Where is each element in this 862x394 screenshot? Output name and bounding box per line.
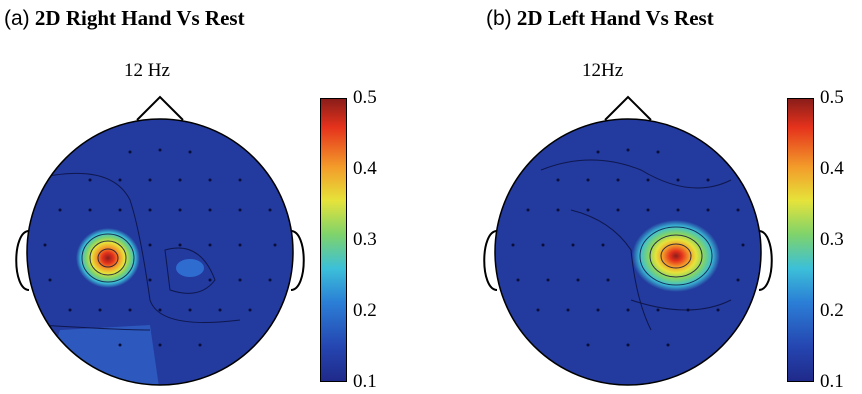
- scalp: [27, 119, 293, 385]
- weak-activation: [176, 259, 204, 277]
- electrode-dots: [511, 148, 745, 347]
- colorbar-tick: 0.1: [820, 371, 844, 392]
- right-ear-outline: [758, 230, 773, 291]
- colorbar: [320, 98, 347, 382]
- scalp-topomap: [483, 95, 773, 386]
- electrode-dots: [43, 148, 277, 347]
- panel-letter: (a): [4, 7, 30, 30]
- topomap-panel-left-hand: (b) 2D Left Hand Vs Rest 12Hz: [431, 0, 862, 394]
- colorbar-tick: 0.3: [353, 229, 377, 250]
- left-ear-outline: [483, 230, 498, 291]
- topomap-panel-right-hand: (a) 2D Right Hand Vs Rest 12 Hz: [4, 6, 377, 392]
- nose-outline: [604, 95, 652, 121]
- panel-title: 2D Right Hand Vs Rest: [34, 6, 245, 30]
- nose-outline: [136, 95, 184, 121]
- panel-title: 2D Left Hand Vs Rest: [516, 6, 714, 30]
- activation-hotspot: [76, 228, 140, 288]
- panel-caption: (a) 2D Right Hand Vs Rest: [4, 6, 245, 31]
- colorbar-tick: 0.2: [820, 300, 844, 321]
- colorbar-tick: 0.1: [353, 371, 377, 392]
- panel-caption: (b) 2D Left Hand Vs Rest: [486, 6, 714, 31]
- colorbar-tick: 0.5: [820, 87, 844, 108]
- scalp: [495, 119, 761, 385]
- panel-letter: (b): [486, 7, 512, 30]
- colorbar: [787, 98, 814, 382]
- right-ear-outline: [290, 230, 305, 291]
- activation-hotspot: [632, 220, 720, 292]
- frequency-label: 12Hz: [582, 60, 624, 81]
- colorbar-tick: 0.5: [353, 87, 377, 108]
- colorbar-tick: 0.4: [353, 158, 377, 179]
- colorbar-tick: 0.4: [820, 158, 844, 179]
- frequency-label: 12 Hz: [124, 60, 170, 81]
- colorbar-tick: 0.2: [353, 300, 377, 321]
- left-ear-outline: [15, 230, 30, 291]
- colorbar-tick: 0.3: [820, 229, 844, 250]
- scalp-topomap: [15, 95, 305, 386]
